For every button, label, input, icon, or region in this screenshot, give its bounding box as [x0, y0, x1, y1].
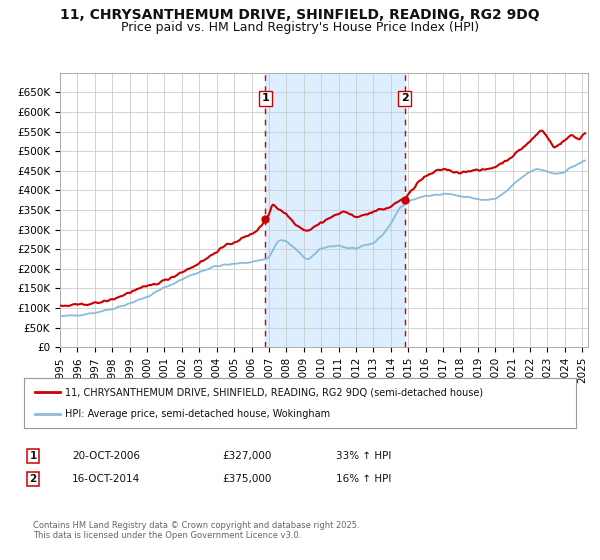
Text: 2: 2: [401, 94, 409, 103]
Bar: [265, 73, 404, 347]
Text: 1: 1: [29, 451, 37, 461]
Text: 11, CHRYSANTHEMUM DRIVE, SHINFIELD, READING, RG2 9DQ: 11, CHRYSANTHEMUM DRIVE, SHINFIELD, READ…: [60, 8, 540, 22]
Text: 1: 1: [262, 94, 269, 103]
Text: 2: 2: [29, 474, 37, 484]
Text: 33% ↑ HPI: 33% ↑ HPI: [336, 451, 391, 461]
Text: £327,000: £327,000: [222, 451, 271, 461]
Text: 16-OCT-2014: 16-OCT-2014: [72, 474, 140, 484]
Text: 16% ↑ HPI: 16% ↑ HPI: [336, 474, 391, 484]
Text: HPI: Average price, semi-detached house, Wokingham: HPI: Average price, semi-detached house,…: [65, 409, 331, 419]
Text: £375,000: £375,000: [222, 474, 271, 484]
Text: Price paid vs. HM Land Registry's House Price Index (HPI): Price paid vs. HM Land Registry's House …: [121, 21, 479, 34]
Text: 11, CHRYSANTHEMUM DRIVE, SHINFIELD, READING, RG2 9DQ (semi-detached house): 11, CHRYSANTHEMUM DRIVE, SHINFIELD, READ…: [65, 387, 484, 397]
Text: 20-OCT-2006: 20-OCT-2006: [72, 451, 140, 461]
Text: Contains HM Land Registry data © Crown copyright and database right 2025.
This d: Contains HM Land Registry data © Crown c…: [33, 521, 359, 540]
